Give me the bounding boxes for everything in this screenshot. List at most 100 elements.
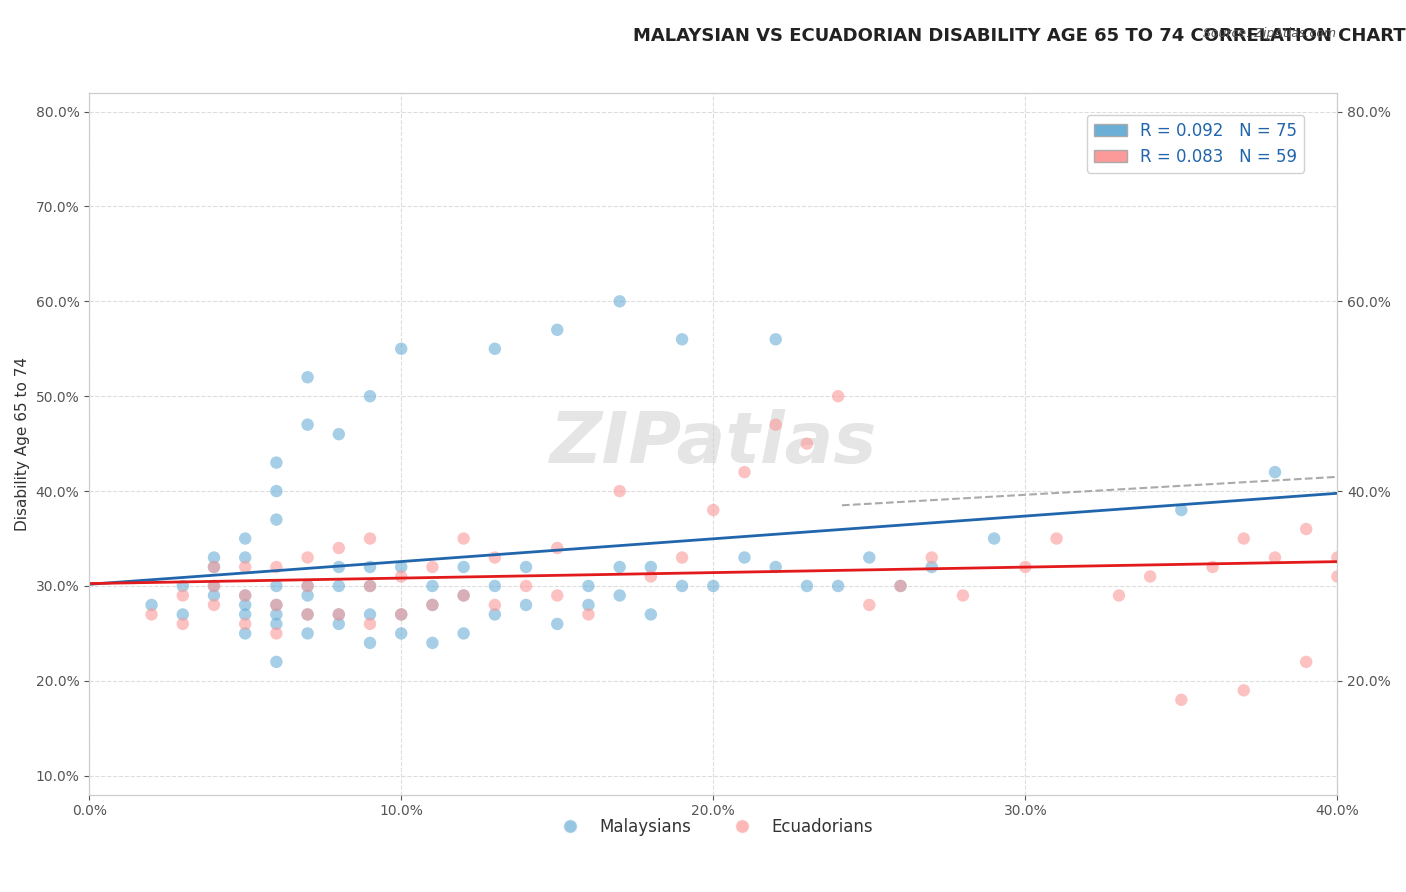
Point bbox=[202, 560, 225, 574]
Point bbox=[796, 579, 818, 593]
Point bbox=[484, 342, 506, 356]
Point bbox=[297, 579, 319, 593]
Point bbox=[202, 550, 225, 565]
Point bbox=[297, 607, 319, 622]
Point bbox=[827, 579, 849, 593]
Point bbox=[889, 579, 911, 593]
Point bbox=[983, 532, 1005, 546]
Point bbox=[1170, 503, 1192, 517]
Point bbox=[858, 598, 880, 612]
Point bbox=[671, 332, 693, 346]
Point bbox=[453, 589, 475, 603]
Point bbox=[328, 560, 350, 574]
Point bbox=[609, 294, 631, 309]
Point bbox=[202, 579, 225, 593]
Point bbox=[328, 579, 350, 593]
Point bbox=[1014, 560, 1036, 574]
Point bbox=[671, 579, 693, 593]
Point bbox=[858, 550, 880, 565]
Point bbox=[515, 598, 537, 612]
Point bbox=[1389, 560, 1406, 574]
Point bbox=[297, 626, 319, 640]
Point bbox=[702, 579, 724, 593]
Point bbox=[546, 589, 568, 603]
Point bbox=[266, 484, 288, 499]
Y-axis label: Disability Age 65 to 74: Disability Age 65 to 74 bbox=[15, 357, 30, 531]
Text: Source: ZipAtlas.com: Source: ZipAtlas.com bbox=[1202, 27, 1336, 40]
Point bbox=[889, 579, 911, 593]
Point bbox=[1326, 569, 1348, 583]
Point bbox=[233, 550, 256, 565]
Point bbox=[266, 456, 288, 470]
Point bbox=[359, 579, 381, 593]
Point bbox=[765, 417, 787, 432]
Point bbox=[233, 616, 256, 631]
Point bbox=[1201, 560, 1223, 574]
Point bbox=[453, 626, 475, 640]
Point bbox=[359, 616, 381, 631]
Point bbox=[389, 607, 412, 622]
Point bbox=[1108, 589, 1130, 603]
Point bbox=[734, 550, 756, 565]
Point bbox=[1045, 532, 1067, 546]
Point bbox=[359, 607, 381, 622]
Point bbox=[484, 579, 506, 593]
Point bbox=[702, 503, 724, 517]
Point bbox=[389, 569, 412, 583]
Point bbox=[609, 589, 631, 603]
Point bbox=[1170, 693, 1192, 707]
Point bbox=[1233, 532, 1256, 546]
Point bbox=[1326, 550, 1348, 565]
Point bbox=[141, 598, 163, 612]
Point bbox=[359, 636, 381, 650]
Point bbox=[422, 579, 444, 593]
Point bbox=[359, 532, 381, 546]
Point bbox=[266, 579, 288, 593]
Point bbox=[202, 560, 225, 574]
Point bbox=[233, 589, 256, 603]
Point bbox=[1264, 465, 1286, 479]
Point bbox=[484, 598, 506, 612]
Point bbox=[546, 616, 568, 631]
Point bbox=[578, 598, 600, 612]
Point bbox=[266, 598, 288, 612]
Point bbox=[765, 560, 787, 574]
Point bbox=[921, 550, 943, 565]
Point bbox=[172, 579, 194, 593]
Point bbox=[266, 512, 288, 526]
Point bbox=[297, 607, 319, 622]
Point bbox=[141, 607, 163, 622]
Point bbox=[453, 589, 475, 603]
Point bbox=[202, 589, 225, 603]
Point bbox=[266, 616, 288, 631]
Point bbox=[389, 607, 412, 622]
Point bbox=[202, 598, 225, 612]
Point bbox=[172, 607, 194, 622]
Point bbox=[671, 550, 693, 565]
Point bbox=[1233, 683, 1256, 698]
Point bbox=[266, 607, 288, 622]
Point bbox=[328, 427, 350, 442]
Point bbox=[515, 560, 537, 574]
Point bbox=[297, 550, 319, 565]
Point bbox=[1264, 550, 1286, 565]
Point bbox=[202, 579, 225, 593]
Point bbox=[640, 569, 662, 583]
Text: MALAYSIAN VS ECUADORIAN DISABILITY AGE 65 TO 74 CORRELATION CHART: MALAYSIAN VS ECUADORIAN DISABILITY AGE 6… bbox=[633, 27, 1406, 45]
Point bbox=[609, 560, 631, 574]
Point bbox=[389, 560, 412, 574]
Text: ZIPatlas: ZIPatlas bbox=[550, 409, 877, 478]
Point bbox=[233, 560, 256, 574]
Point bbox=[796, 436, 818, 450]
Point bbox=[297, 589, 319, 603]
Point bbox=[765, 332, 787, 346]
Point bbox=[952, 589, 974, 603]
Point bbox=[266, 655, 288, 669]
Point bbox=[453, 560, 475, 574]
Point bbox=[233, 589, 256, 603]
Point bbox=[422, 636, 444, 650]
Point bbox=[578, 579, 600, 593]
Point bbox=[266, 560, 288, 574]
Point bbox=[389, 342, 412, 356]
Point bbox=[233, 598, 256, 612]
